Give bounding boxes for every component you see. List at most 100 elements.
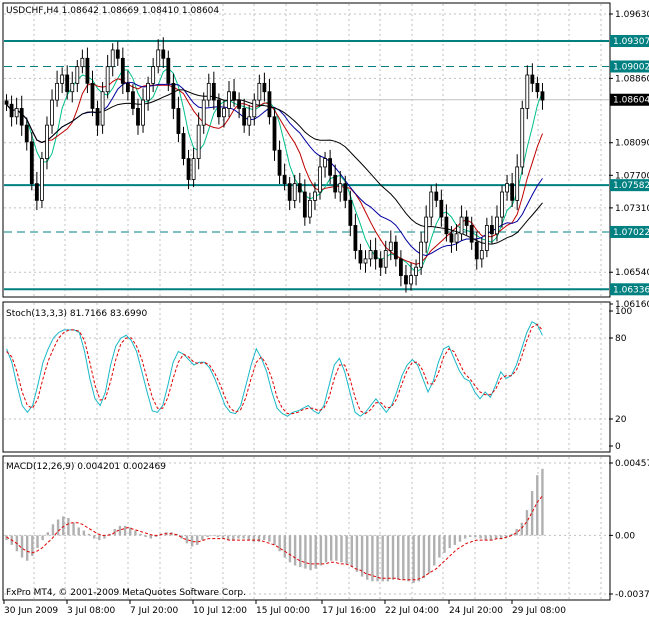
candle-body — [186, 158, 191, 180]
candle-body — [439, 199, 444, 218]
candlesticks — [4, 37, 545, 293]
candle-body — [211, 82, 216, 101]
candle-body — [434, 191, 439, 201]
candle-body — [24, 124, 29, 143]
macd-histogram-bar — [98, 535, 101, 541]
macd-histogram-bar — [41, 535, 44, 541]
level-label-bg — [610, 225, 649, 238]
macd-histogram-bar — [206, 535, 209, 537]
stochastic-panel-frame — [2, 301, 611, 453]
level-label-text: 1.07022 — [613, 228, 649, 238]
price-panel[interactable]: USDCHF,H4 1.08642 1.08669 1.08410 1.0860… — [2, 2, 649, 310]
candle-body — [479, 250, 484, 260]
level-label: 1.09002 — [610, 60, 649, 73]
x-tick-label: 15 Jul 00:00 — [256, 606, 310, 616]
macd-histogram-bar — [381, 535, 384, 582]
candle-body — [75, 66, 80, 84]
macd-title: MACD(12,26,9) 0.004201 0.002469 — [6, 462, 166, 472]
price-panel-title: USDCHF,H4 1.08642 1.08669 1.08410 1.0860… — [6, 6, 219, 16]
candle-body — [156, 49, 161, 68]
candle-body — [429, 191, 434, 218]
macd-histogram-bar — [51, 524, 55, 536]
macd-histogram-bar — [237, 535, 240, 539]
candle-body — [318, 166, 322, 193]
macd-histogram-bar — [453, 535, 457, 545]
candle-body — [9, 103, 14, 118]
macd-histogram-bar — [458, 535, 462, 542]
y-tick-label: 1.07310 — [615, 204, 649, 214]
candle-body — [292, 183, 297, 201]
macd-histogram-bar — [376, 535, 379, 582]
macd-histogram-bar — [422, 535, 426, 579]
macd-histogram-bar — [355, 535, 359, 572]
macd-histogram-bar — [515, 529, 518, 536]
x-tick-label: 29 Jul 08:00 — [512, 606, 566, 616]
y-tick-label: 1.06540 — [615, 268, 649, 278]
macd-histogram-bar — [273, 535, 276, 545]
macd-histogram-bar — [340, 535, 343, 563]
stochastic-panel[interactable]: Stoch(13,3,3) 81.7166 83.6990 100 80 20 0 — [2, 301, 632, 453]
level-label-text: 1.07582 — [613, 181, 649, 191]
x-tick-label: 3 Jul 08:00 — [67, 606, 116, 616]
candle-body — [216, 99, 221, 118]
macd-histogram-bar — [20, 535, 24, 558]
macd-histogram-bar — [87, 533, 91, 536]
macd-histogram-bar — [257, 535, 261, 542]
macd-histogram-bar — [154, 535, 158, 537]
candle-body — [277, 149, 282, 176]
candle-body — [131, 91, 135, 109]
candle-body — [449, 233, 454, 243]
candle-body — [14, 108, 19, 118]
macd-histogram-bar — [67, 517, 70, 536]
price-panel-frame — [2, 2, 611, 298]
candle-body — [136, 108, 140, 126]
macd-histogram-bar — [221, 535, 225, 539]
macd-histogram-bar — [232, 535, 235, 541]
candle-body — [444, 216, 449, 235]
candle-body — [272, 116, 277, 151]
candle-body — [313, 191, 317, 201]
x-tick-label: 10 Jul 12:00 — [193, 606, 247, 616]
macd-histogram-bar — [386, 535, 390, 582]
stochastic-lines — [6, 321, 543, 417]
macd-histogram-bar — [324, 535, 328, 563]
candle-body — [368, 250, 373, 260]
candle-body — [469, 225, 474, 243]
macd-histogram-bar — [433, 535, 436, 566]
macd-histogram-bar — [77, 527, 80, 536]
candle-body — [454, 233, 459, 243]
candle-body — [262, 82, 267, 93]
y-tick-label: 1.07700 — [615, 171, 649, 181]
candle-body — [307, 199, 312, 218]
macd-histogram-bar — [62, 516, 65, 536]
candle-body — [404, 275, 408, 285]
candle-body — [34, 183, 39, 201]
macd-panel[interactable]: MACD(12,26,9) 0.004201 0.002469 FxPro MT… — [2, 455, 649, 601]
y-tick-label: 1.08090 — [615, 139, 649, 149]
candle-body — [267, 91, 272, 118]
macd-histogram-bar — [31, 535, 34, 556]
candle-body — [29, 141, 34, 185]
current-price-text: 1.08604 — [613, 96, 649, 106]
level-label-bg — [610, 179, 649, 192]
candle-body — [4, 100, 9, 105]
macd-histogram-bar — [46, 532, 49, 536]
candle-body — [191, 158, 196, 180]
candle-body — [141, 99, 145, 126]
y-tick-label: 0.00 — [615, 531, 635, 541]
x-tick-label: 22 Jul 04:00 — [385, 606, 439, 616]
candle-body — [419, 241, 424, 268]
macd-histogram-bar — [396, 535, 400, 580]
macd-histogram-bar — [242, 535, 245, 539]
candle-body — [40, 158, 44, 201]
macd-histogram-bar — [247, 535, 250, 541]
candle-body — [388, 241, 393, 251]
macd-histogram-bar — [103, 535, 106, 539]
y-tick-label: 20 — [615, 415, 627, 425]
candle-body — [95, 108, 100, 126]
candle-body — [105, 66, 110, 93]
level-label-text: 1.09307 — [613, 37, 649, 47]
macd-histogram-bar — [314, 535, 317, 569]
level-label: 1.07582 — [610, 179, 649, 192]
